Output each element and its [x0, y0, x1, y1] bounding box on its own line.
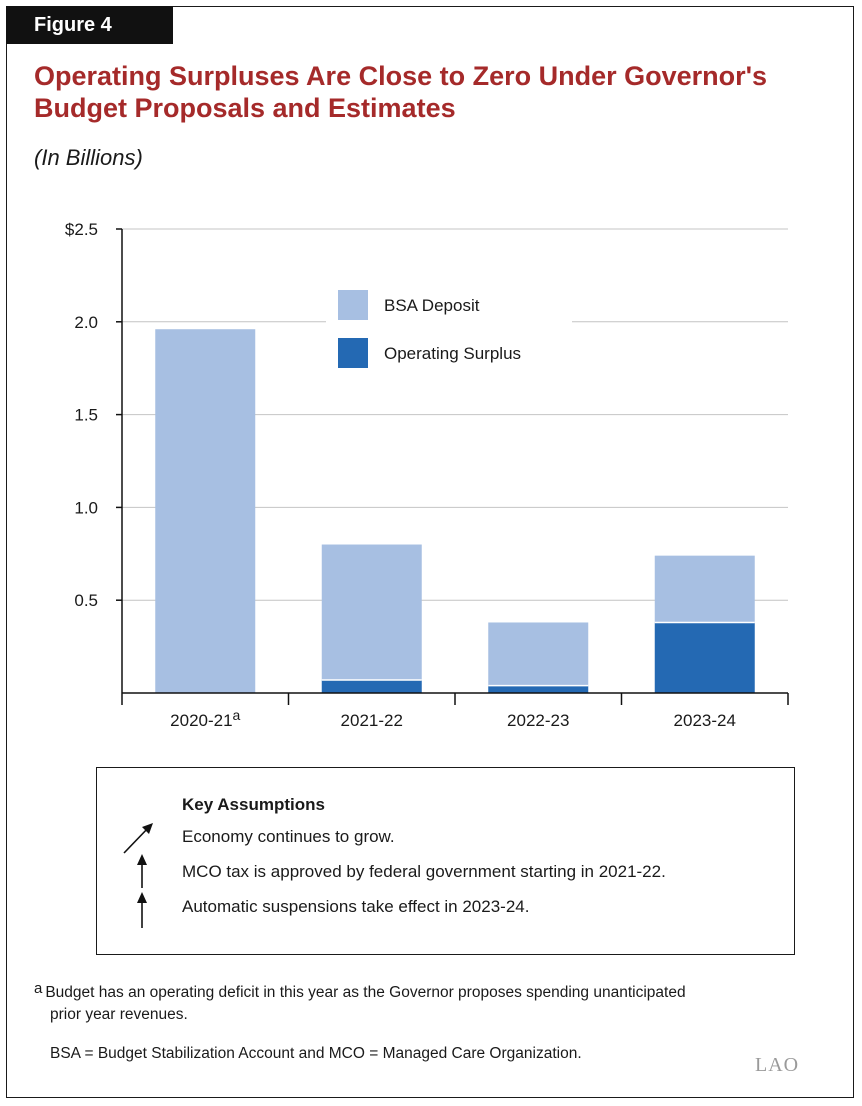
footnote-text-line2: prior year revenues.	[50, 1006, 188, 1023]
bar-bsa-deposit	[155, 329, 256, 693]
key-assumptions-box: Key Assumptions Economy continues to gro…	[96, 767, 795, 955]
lao-logo: LAO	[755, 1054, 800, 1076]
x-tick-footnote-marker: a	[233, 707, 241, 723]
figure-frame	[6, 6, 854, 1098]
bar-bsa-deposit	[654, 555, 755, 623]
x-tick-label: 2021-22	[341, 711, 403, 730]
figure-label: Figure 4	[6, 6, 173, 44]
footnote-marker: a	[34, 980, 43, 997]
chart-subtitle: (In Billions)	[34, 145, 143, 170]
legend-swatch	[338, 290, 368, 320]
y-tick-label: 1.5	[74, 406, 98, 425]
bar-bsa-deposit	[321, 544, 422, 681]
y-tick-label: 0.5	[74, 591, 98, 610]
legend-swatch	[338, 338, 368, 368]
chart-title: Operating Surpluses Are Close to Zero Un…	[34, 61, 768, 123]
bar-bsa-deposit	[488, 622, 589, 686]
bar-operating-surplus	[321, 680, 422, 693]
bar-operating-surplus	[488, 685, 589, 693]
x-tick-label: 2023-24	[674, 711, 736, 730]
key-assumptions-title: Key Assumptions	[182, 795, 325, 814]
stacked-bar-chart: $2.5 2.0 1.5 1.0 0.5 2020-21a 2021-22 2022-23 20…	[65, 220, 789, 730]
footnote: a Budget has an operating deficit in this…	[34, 978, 824, 1026]
abbreviations-note: BSA = Budget Stabilization Account and M…	[50, 1045, 582, 1062]
y-tick-label: 1.0	[74, 498, 98, 517]
arrow-up-right-icon	[123, 823, 153, 854]
y-tick-label: $2.5	[65, 220, 98, 239]
assumption-item: Automatic suspensions take effect in 202…	[182, 897, 530, 916]
assumption-item: Economy continues to grow.	[182, 827, 395, 846]
assumption-item: MCO tax is approved by federal governmen…	[182, 862, 666, 881]
y-tick-label: 2.0	[74, 313, 98, 332]
footnote-text-line1: Budget has an operating deficit in this …	[45, 984, 686, 1001]
legend-label: Operating Surplus	[384, 344, 521, 363]
legend-label: BSA Deposit	[384, 296, 480, 315]
bar-operating-surplus	[654, 622, 755, 693]
arrow-up-icon	[137, 854, 147, 888]
arrow-up-icon	[137, 892, 147, 928]
x-tick-label: 2022-23	[507, 711, 569, 730]
x-tick-label: 2020-21a	[170, 707, 240, 730]
